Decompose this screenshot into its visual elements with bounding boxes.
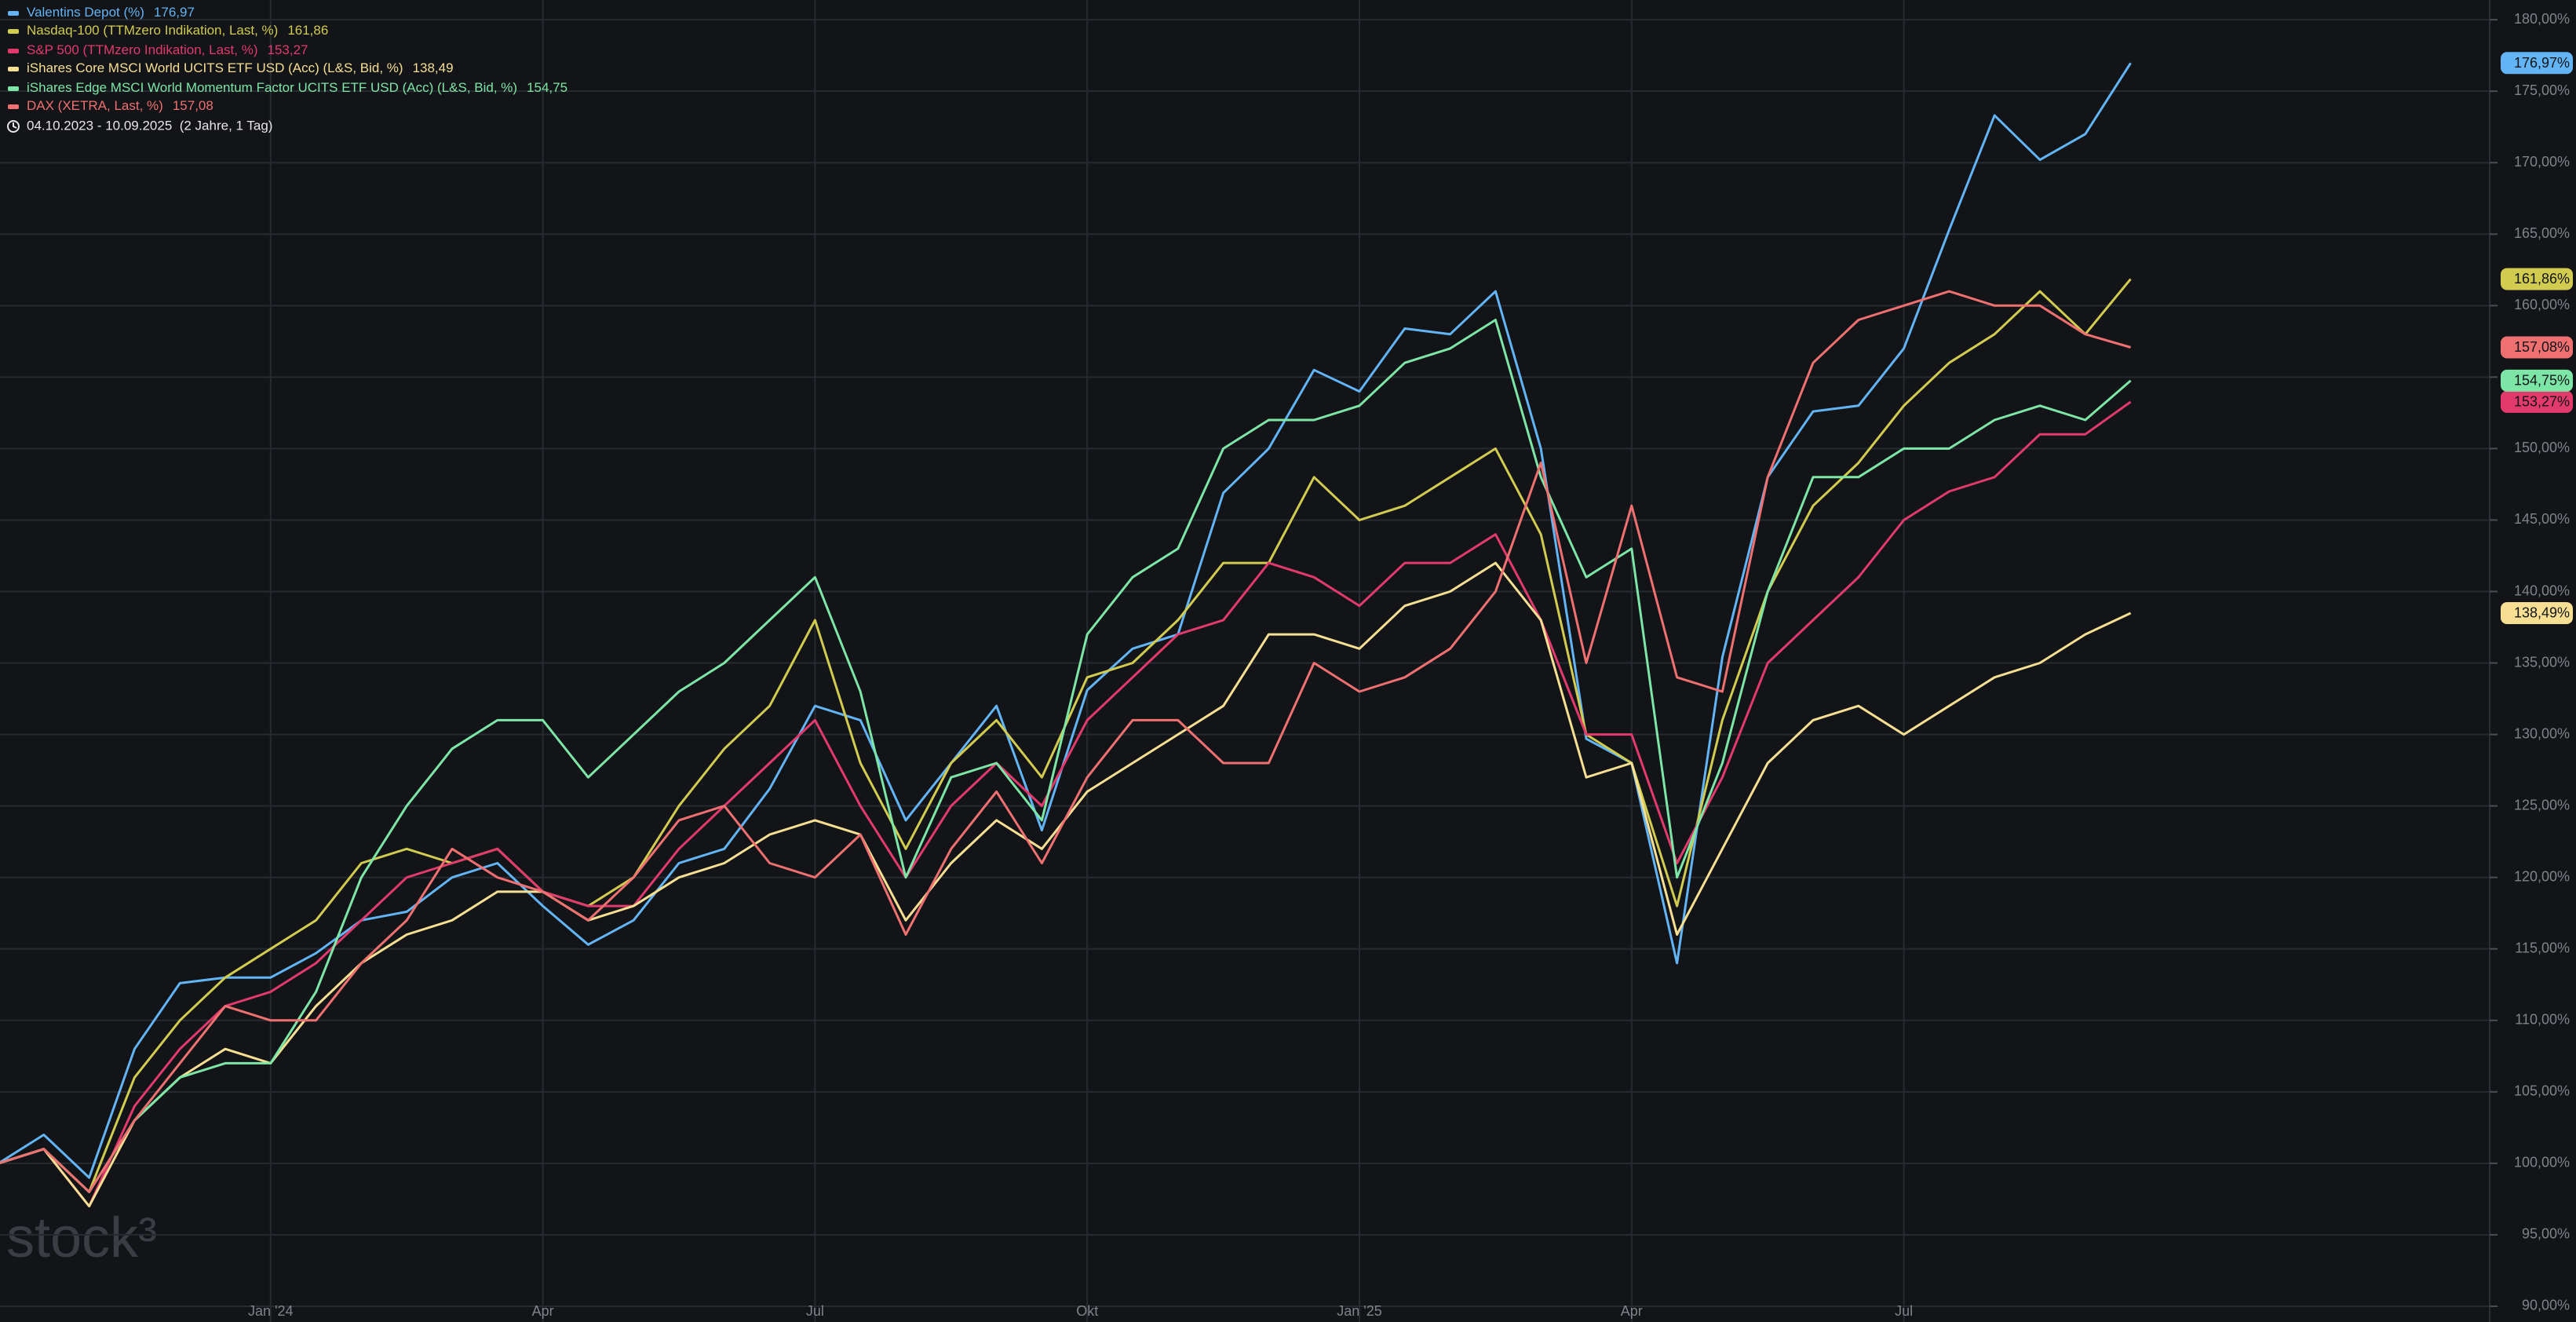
- legend-swatch: [8, 29, 19, 34]
- legend-value: 138,49: [413, 60, 454, 75]
- y-tick-label: 120,00%: [2514, 868, 2570, 884]
- x-tick-label: Jul: [806, 1303, 824, 1319]
- end-tag-box: [2501, 268, 2573, 290]
- y-tick-label: 115,00%: [2515, 940, 2570, 955]
- legend-swatch: [8, 67, 19, 71]
- end-tag: 153,27%: [2501, 390, 2573, 413]
- y-tick-label: 175,00%: [2514, 82, 2570, 98]
- legend-entry: S&P 500 (TTMzero Indikation, Last, %) 153…: [27, 42, 308, 57]
- y-tick-label: 125,00%: [2514, 797, 2570, 813]
- legend-swatch: [8, 11, 19, 16]
- end-tag-label: 138,49%: [2514, 605, 2570, 621]
- date-range: 04.10.2023 - 10.09.2025 (2 Jahre, 1 Tag): [27, 118, 272, 133]
- x-tick-label: Jul: [1895, 1303, 1913, 1319]
- legend-entry: DAX (XETRA, Last, %) 157,08: [27, 98, 213, 113]
- end-tag: 161,86%: [2501, 268, 2573, 290]
- legend-entry: iShares Edge MSCI World Momentum Factor …: [27, 80, 567, 95]
- end-tag-box: [2501, 601, 2573, 624]
- end-tag-label: 157,08%: [2514, 339, 2570, 355]
- y-tick-label: 150,00%: [2514, 440, 2570, 455]
- legend-entry: iShares Core MSCI World UCITS ETF USD (A…: [27, 60, 454, 75]
- clock-hands: [13, 122, 17, 129]
- y-tick-label: 165,00%: [2514, 225, 2570, 241]
- y-tick-label: 100,00%: [2514, 1155, 2570, 1170]
- legend-name: iShares Edge MSCI World Momentum Factor …: [27, 80, 517, 95]
- legend-name: S&P 500 (TTMzero Indikation, Last, %): [27, 42, 257, 57]
- x-tick-label: Okt: [1076, 1303, 1098, 1319]
- end-tag-label: 176,97%: [2514, 55, 2570, 71]
- series-line: [0, 319, 2132, 1193]
- legend-name: iShares Core MSCI World UCITS ETF USD (A…: [27, 60, 403, 75]
- end-tag-label: 154,75%: [2514, 373, 2570, 389]
- legend-value: 154,75: [527, 80, 567, 95]
- y-tick-label: 95,00%: [2522, 1226, 2570, 1242]
- y-tick-label: 110,00%: [2515, 1012, 2570, 1028]
- legend-swatch: [8, 104, 19, 109]
- y-tick-label: 170,00%: [2514, 154, 2570, 170]
- clock-icon: [7, 120, 20, 133]
- legend-value: 161,86: [287, 23, 328, 38]
- end-tag-label: 153,27%: [2514, 394, 2570, 410]
- legend-name: Nasdaq-100 (TTMzero Indikation, Last, %): [27, 23, 278, 38]
- y-tick-label: 105,00%: [2514, 1083, 2570, 1099]
- x-tick-label: Jan '25: [1337, 1303, 1381, 1319]
- series-line: [0, 400, 2132, 1207]
- legend-value: 153,27: [267, 42, 308, 57]
- legend-value: 157,08: [173, 98, 213, 113]
- x-tick-label: Jan '24: [248, 1303, 293, 1319]
- legend-entry: Valentins Depot (%) 176,97: [27, 5, 195, 20]
- end-tag: 154,75%: [2501, 369, 2573, 392]
- y-tick-label: 180,00%: [2514, 11, 2570, 27]
- watermark: stock³: [6, 1207, 157, 1269]
- legend-entry: Nasdaq-100 (TTMzero Indikation, Last, %)…: [27, 23, 328, 38]
- x-tick-label: Apr: [532, 1303, 554, 1319]
- y-tick-label: 135,00%: [2514, 654, 2570, 670]
- series-line: [0, 290, 2132, 1193]
- end-tag: 157,08%: [2501, 336, 2573, 359]
- end-tag-box: [2501, 336, 2573, 359]
- end-tag: 138,49%: [2501, 601, 2573, 624]
- end-tag: 176,97%: [2501, 52, 2573, 75]
- y-tick-label: 160,00%: [2514, 297, 2570, 312]
- end-tag-label: 161,86%: [2514, 271, 2570, 287]
- y-tick-label: 130,00%: [2514, 725, 2570, 741]
- end-tag-box: [2501, 369, 2573, 392]
- x-tick-label: Apr: [1621, 1303, 1643, 1319]
- legend-name: DAX (XETRA, Last, %): [27, 98, 163, 113]
- legend-name: Valentins Depot (%): [27, 5, 144, 20]
- legend-swatch: [8, 49, 19, 53]
- legend-swatch: [8, 86, 19, 91]
- end-tag-box: [2501, 390, 2573, 413]
- y-tick-label: 90,00%: [2522, 1298, 2570, 1313]
- series-line: [0, 62, 2132, 1179]
- end-tag-box: [2501, 52, 2573, 75]
- y-tick-label: 140,00%: [2514, 582, 2570, 598]
- y-tick-label: 145,00%: [2514, 511, 2570, 527]
- legend-value: 176,97: [154, 5, 195, 20]
